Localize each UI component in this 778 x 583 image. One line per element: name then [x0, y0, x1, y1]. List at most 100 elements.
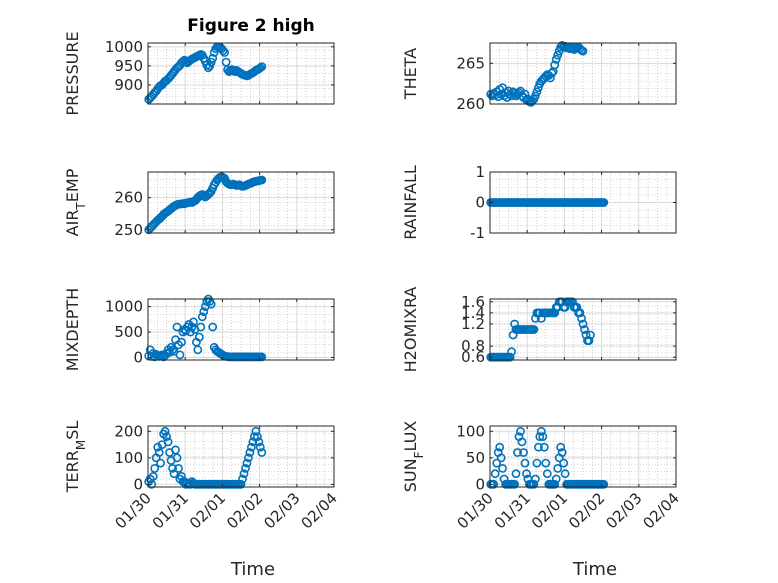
data-point — [197, 312, 207, 322]
data-point — [236, 479, 246, 489]
y-tick-label: 0 — [475, 194, 485, 212]
axes-box — [147, 425, 335, 488]
data-series — [486, 198, 609, 207]
data-point — [492, 458, 502, 468]
x-tick-label: 02/03 — [602, 489, 645, 532]
data-point — [177, 337, 186, 347]
x-axis-label: Time — [230, 559, 275, 580]
data-point — [172, 322, 182, 332]
data-point — [249, 432, 259, 441]
data-point — [246, 442, 256, 452]
y-axis-label: AIRTEMP — [63, 168, 88, 236]
y-axis-label: TERRMSL — [63, 421, 88, 494]
data-point — [550, 479, 560, 489]
data-point — [169, 469, 179, 479]
data-series — [144, 42, 267, 104]
data-point — [522, 469, 531, 479]
data-point — [239, 469, 249, 479]
data-point — [531, 474, 540, 484]
data-point — [495, 442, 505, 452]
data-point — [206, 299, 216, 309]
y-tick-label: 0.6 — [461, 348, 485, 366]
data-point — [238, 474, 247, 484]
y-tick-label: 100 — [114, 449, 143, 467]
data-point — [578, 319, 588, 329]
axes-box — [147, 298, 335, 361]
data-point — [510, 479, 519, 489]
data-point — [162, 432, 171, 441]
data-point — [513, 448, 522, 457]
data-point — [532, 458, 542, 468]
data-point — [248, 437, 258, 447]
data-point — [168, 345, 177, 355]
data-point — [257, 175, 267, 185]
data-point — [255, 442, 265, 452]
axes-box — [147, 42, 335, 105]
data-point — [148, 471, 158, 481]
y-tick-label: 265 — [456, 54, 485, 72]
x-tick-label: 02/03 — [260, 489, 303, 532]
data-point — [163, 437, 173, 447]
y-axis-label: SUNFLUX — [401, 421, 426, 493]
data-point — [553, 463, 563, 473]
data-point — [168, 463, 177, 473]
axes-box — [489, 42, 677, 105]
data-point — [193, 345, 203, 355]
data-point — [551, 54, 561, 64]
data-point — [245, 448, 255, 457]
y-tick-label: 1.4 — [461, 304, 485, 322]
x-tick-label: 02/04 — [640, 489, 683, 532]
data-point — [496, 453, 506, 463]
data-point — [535, 432, 545, 441]
data-point — [578, 46, 588, 56]
data-point — [529, 325, 539, 334]
data-point — [577, 313, 586, 323]
data-point — [542, 469, 552, 479]
data-point — [539, 442, 549, 452]
data-point — [580, 325, 589, 334]
axes-box — [147, 171, 335, 234]
data-point — [556, 442, 566, 452]
y-tick-label: 500 — [114, 323, 143, 341]
data-point — [218, 46, 228, 55]
data-point — [586, 330, 595, 340]
data-point — [251, 426, 261, 436]
data-point — [536, 426, 546, 436]
subplot-theta: 260 265 THETA — [401, 41, 677, 113]
x-tick-label: 02/01 — [528, 489, 571, 532]
data-point — [560, 469, 570, 479]
data-point — [547, 68, 557, 78]
x-axis-label: Time — [572, 559, 617, 580]
data-point — [199, 307, 209, 317]
data-point — [257, 448, 267, 457]
y-tick-label: 900 — [114, 76, 143, 94]
data-point — [172, 453, 182, 463]
data-point — [185, 327, 195, 337]
x-tick-label: 02/02 — [565, 489, 608, 532]
data-point — [538, 432, 548, 441]
y-tick-label: 1 — [475, 163, 485, 181]
data-point — [160, 426, 170, 436]
data-point — [252, 432, 262, 441]
data-point — [553, 50, 563, 60]
data-point — [254, 437, 264, 447]
data-point — [531, 91, 540, 101]
data-point — [557, 448, 567, 457]
x-tick-label: 01/31 — [491, 489, 534, 532]
data-point — [153, 442, 163, 452]
data-point — [175, 350, 185, 360]
x-tick-label: 02/04 — [298, 489, 341, 532]
y-tick-label: 1.2 — [461, 315, 485, 333]
data-point — [534, 442, 543, 452]
data-point — [208, 53, 218, 63]
x-tick-label: 02/02 — [223, 489, 266, 532]
y-tick-label: 0 — [133, 475, 143, 493]
data-point — [550, 60, 560, 70]
data-point — [516, 426, 525, 436]
subplot-air_temp: 250 260 AIRTEMP — [63, 168, 335, 239]
data-point — [174, 463, 183, 473]
y-tick-label: 1000 — [105, 298, 143, 316]
